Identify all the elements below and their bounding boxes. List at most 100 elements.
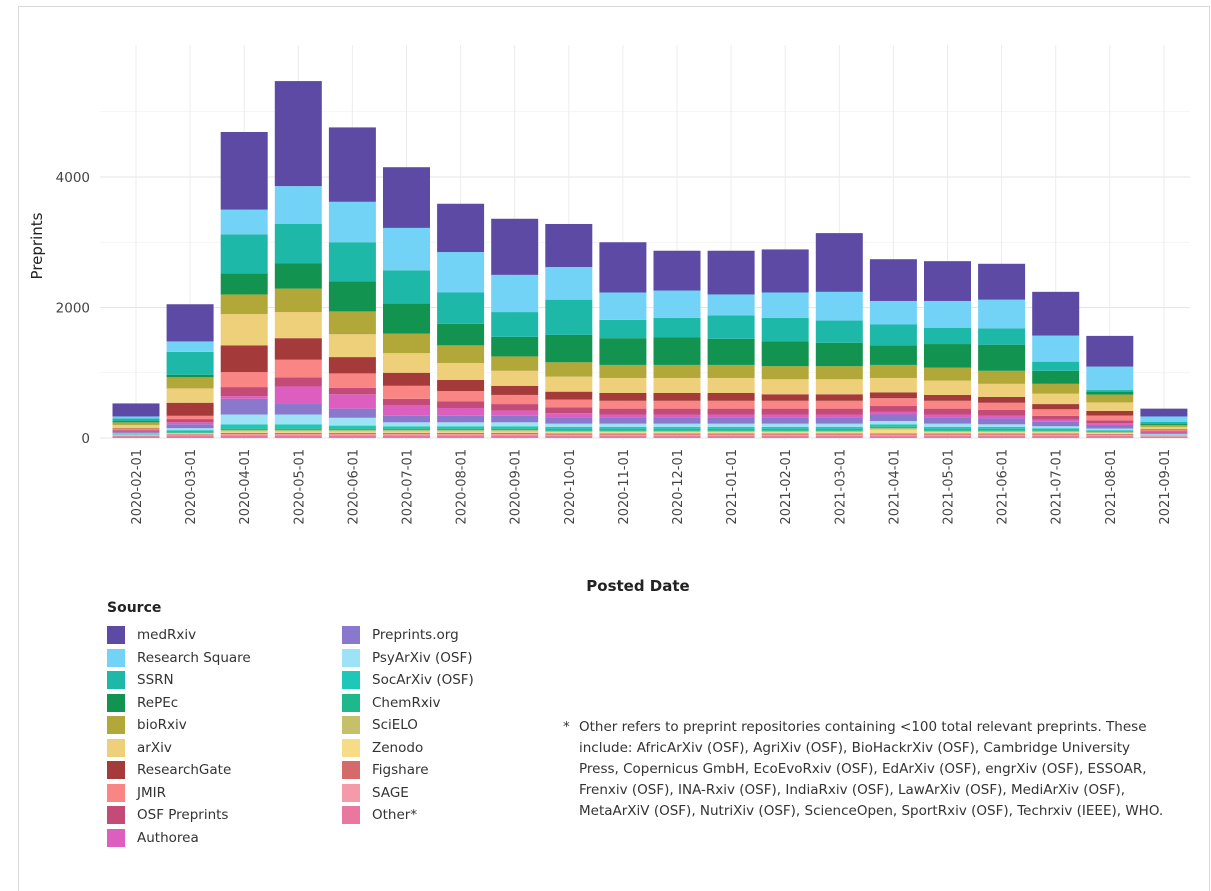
bar-segment <box>869 324 917 346</box>
bar-segment <box>1140 433 1188 435</box>
bar-segment <box>761 426 809 429</box>
x-tick-label: 2021-06-01 <box>996 449 1011 525</box>
bar-segment <box>112 424 160 429</box>
bar-segment <box>491 370 539 386</box>
bar-segment <box>220 435 268 438</box>
bar-segment <box>978 328 1026 345</box>
bar-segment <box>112 430 160 432</box>
legend-label: bioRxiv <box>137 717 187 734</box>
bar-segment <box>274 223 322 264</box>
bar-segment <box>491 435 539 438</box>
bar-segment <box>707 433 755 435</box>
bar-segment <box>220 209 268 235</box>
bar-segment <box>599 433 647 435</box>
bar-segment <box>924 327 971 345</box>
bar-segment <box>599 434 647 437</box>
bar-segment <box>978 432 1026 434</box>
bar-segment <box>491 218 539 275</box>
bar-segment <box>274 377 322 387</box>
bar-segment <box>1140 432 1188 434</box>
bar-segment <box>978 434 1026 437</box>
bar-segment <box>491 415 539 423</box>
legend-item: ResearchGate <box>107 759 251 782</box>
bar-segment <box>653 426 701 429</box>
bar-segment <box>383 435 430 438</box>
bar-segment <box>437 430 485 432</box>
bar-segment <box>978 418 1026 425</box>
legend-label: medRxiv <box>137 627 197 644</box>
bar-segment <box>1140 430 1188 432</box>
bar-segment <box>978 430 1026 433</box>
bar-segment <box>1032 404 1080 410</box>
legend-label: RePEc <box>137 694 179 711</box>
bar-segment <box>383 385 430 399</box>
bar-segment <box>328 430 376 432</box>
bar-segment <box>924 434 971 437</box>
bar-segment <box>599 408 647 415</box>
bar-segment <box>924 344 971 368</box>
bar-segment <box>1086 390 1134 392</box>
legend-label: PsyArXiv (OSF) <box>372 649 473 666</box>
bar-segment <box>1140 423 1188 425</box>
bar-segment <box>1032 421 1080 427</box>
x-tick-label: 2020-02-01 <box>130 449 145 525</box>
legend-item: bioRxiv <box>107 714 251 737</box>
bar-segment <box>383 426 430 429</box>
legend-label: Authorea <box>137 829 199 846</box>
y-tick-label: 2000 <box>56 301 90 317</box>
bar-segment <box>653 364 701 378</box>
legend-label: JMIR <box>137 784 166 801</box>
bar-segment <box>653 290 701 318</box>
bar-segment <box>220 131 268 210</box>
bar-segment <box>1086 366 1134 391</box>
bar-segment <box>328 432 376 435</box>
bar-segment <box>383 422 430 427</box>
bar-segment <box>166 351 214 375</box>
bar-segment <box>1032 433 1080 435</box>
bar-segment <box>166 341 214 352</box>
bar-segment <box>1086 431 1134 433</box>
bar-segment <box>1032 393 1080 405</box>
bar-segment <box>491 434 539 436</box>
figure-frame <box>18 6 1210 891</box>
bar-segment <box>220 345 268 373</box>
bar-segment <box>1032 383 1080 394</box>
bar-segment <box>383 434 430 436</box>
bar-segment <box>707 436 755 438</box>
bar-segment <box>220 398 268 415</box>
bar-segment <box>166 402 214 416</box>
bar-segment <box>491 385 539 395</box>
bar-segment <box>815 408 863 415</box>
bar-segment <box>112 422 160 425</box>
bar-segment <box>545 433 593 435</box>
legend-label: ChemRxiv <box>372 694 441 711</box>
bar-segment <box>328 357 376 374</box>
bar-segment <box>328 408 376 418</box>
bar-segment <box>653 400 701 409</box>
bar-segment <box>653 428 701 431</box>
legend-swatch <box>107 761 125 780</box>
bar-segment <box>815 320 863 343</box>
bar-segment <box>653 417 701 424</box>
bar-segment <box>274 338 322 360</box>
bar-segment <box>112 428 160 429</box>
legend-swatch <box>107 738 125 757</box>
legend-item: Research Square <box>107 647 251 670</box>
bar-segment <box>112 433 160 435</box>
bar-segment <box>1086 391 1134 395</box>
bar-segment <box>869 364 917 378</box>
bar-segment <box>1032 361 1080 371</box>
bar-segment <box>761 366 809 380</box>
bar-segment <box>328 281 376 312</box>
bar-segment <box>491 422 539 427</box>
bar-segment <box>924 423 971 427</box>
x-tick-label: 2020-08-01 <box>455 449 470 525</box>
bar-segment <box>815 432 863 434</box>
bar-segment <box>437 415 485 423</box>
bar-segment <box>166 304 214 342</box>
legend-label: ResearchGate <box>137 762 232 779</box>
bar-segment <box>924 380 971 395</box>
bar-segment <box>220 434 268 436</box>
bar-segment <box>869 421 917 425</box>
bar-segment <box>383 430 430 432</box>
